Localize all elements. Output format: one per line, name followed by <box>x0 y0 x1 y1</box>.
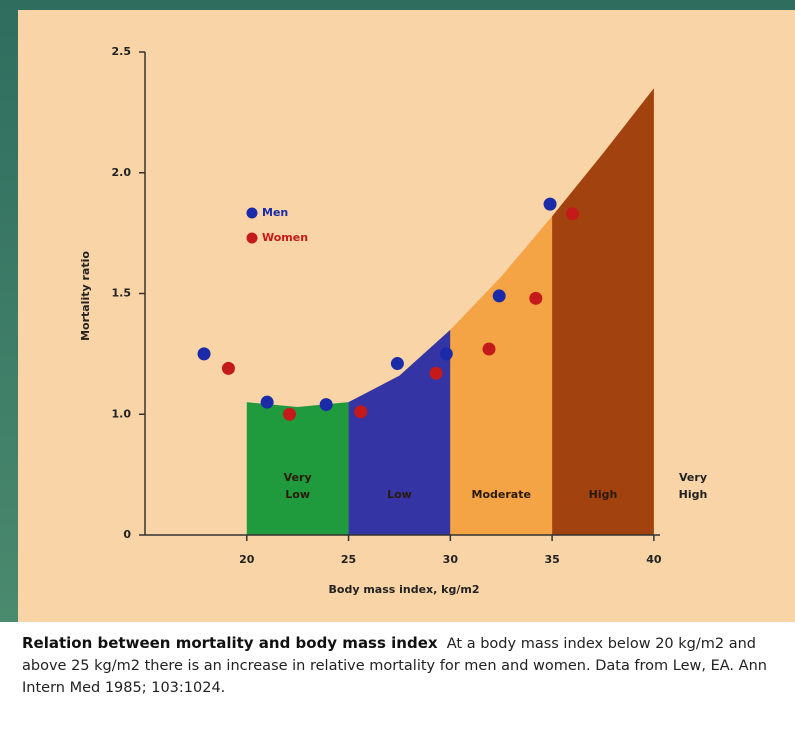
legend-marker <box>246 207 258 219</box>
point <box>492 289 506 303</box>
band-label: Low <box>285 488 310 501</box>
band <box>246 402 349 535</box>
band <box>348 329 451 535</box>
y-tick-label: 0 <box>123 528 131 541</box>
point <box>439 347 453 361</box>
outside-label: High <box>679 488 708 501</box>
point <box>390 357 404 371</box>
x-tick-label: 35 <box>544 553 559 566</box>
x-tick-label: 30 <box>443 553 459 566</box>
point <box>565 207 579 221</box>
x-tick-label: 20 <box>239 553 255 566</box>
x-axis-label: Body mass index, kg/m2 <box>329 583 480 596</box>
caption-body: At a body mass index below 20 kg/m2 and … <box>22 636 767 696</box>
x-tick-label: 25 <box>341 553 356 566</box>
point <box>354 405 368 419</box>
legend-marker <box>246 232 258 244</box>
chart: Very Low Low Moderate High Very High 0 1.0 1.5 2.0… <box>79 45 708 596</box>
caption-text: Relation between mortality and body mass… <box>22 632 792 699</box>
band-label: Very <box>284 471 312 484</box>
band-label: Low <box>387 488 412 501</box>
point <box>482 342 496 356</box>
y-tick-label: 1.5 <box>112 287 132 300</box>
point <box>543 197 557 211</box>
y-tick-label: 1.0 <box>112 407 132 420</box>
point <box>260 395 274 409</box>
y-axis-label: Mortality ratio <box>79 251 92 341</box>
band-label: Moderate <box>472 488 531 501</box>
point <box>429 366 443 380</box>
y-tick-label: 2.0 <box>112 166 132 179</box>
y-tick-label: 2.5 <box>112 45 132 58</box>
band-label: High <box>589 488 618 501</box>
outside-label: Very <box>679 471 707 484</box>
legend-label: Men <box>262 206 288 219</box>
caption-title: Relation between mortality and body mass… <box>22 634 438 652</box>
point <box>197 347 211 361</box>
band <box>552 88 654 535</box>
band <box>450 216 553 535</box>
point <box>529 291 543 305</box>
x-tick-label: 40 <box>646 553 662 566</box>
legend-label: Women <box>262 231 308 244</box>
point <box>283 407 297 421</box>
point <box>221 361 235 375</box>
point <box>319 398 333 412</box>
caption: Relation between mortality and body mass… <box>0 622 795 730</box>
